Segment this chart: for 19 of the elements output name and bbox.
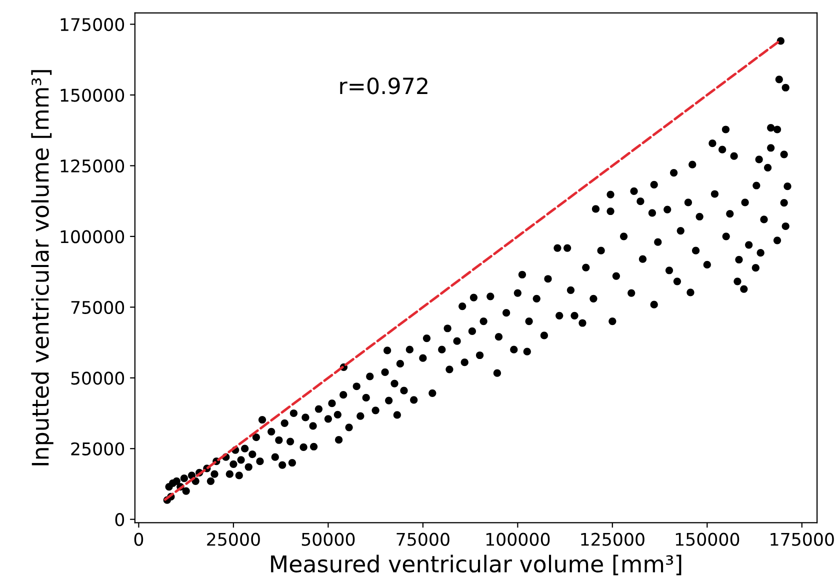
y-tick-label: 175000 bbox=[60, 18, 124, 32]
y-tick-label: 75000 bbox=[71, 300, 124, 314]
y-tick-label: 25000 bbox=[71, 442, 124, 456]
x-tick-label: 75000 bbox=[396, 532, 450, 546]
x-tick-label: 150000 bbox=[676, 532, 740, 546]
x-tick-label: 175000 bbox=[770, 532, 834, 546]
y-tick-label: 150000 bbox=[60, 88, 124, 102]
y-tick-label: 125000 bbox=[60, 159, 124, 173]
x-axis-title: Measured ventricular volume [mm³] bbox=[271, 554, 682, 576]
y-tick-label: 100000 bbox=[60, 230, 124, 244]
x-tick-label: 25000 bbox=[207, 532, 260, 546]
y-tick-label: 50000 bbox=[71, 372, 124, 385]
x-tick-label: 125000 bbox=[581, 532, 644, 546]
y-tick-label: 0 bbox=[115, 513, 124, 526]
x-tick-label: 0 bbox=[134, 532, 144, 546]
y-axis-title: Inputted ventricular volume [mm³] bbox=[31, 70, 54, 466]
x-tick-label: 50000 bbox=[302, 532, 355, 546]
x-tick-label: 100000 bbox=[486, 532, 550, 546]
annotation: r=0.972 bbox=[340, 78, 428, 94]
